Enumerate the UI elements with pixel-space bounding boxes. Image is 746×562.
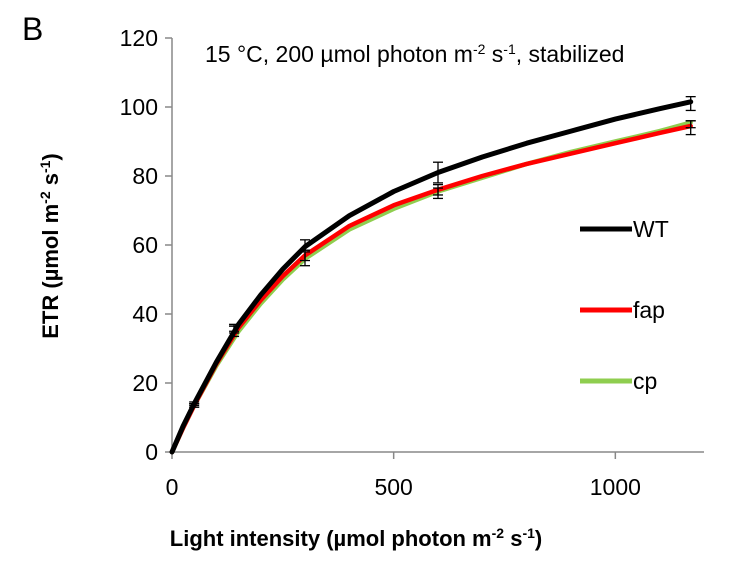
- xlabel-end: ): [535, 526, 542, 551]
- series-line-wt: [169, 99, 694, 455]
- y-axis-label: ETR (µmol m-2 s-1): [37, 153, 63, 339]
- error-bar-wt: [685, 96, 696, 112]
- x-axis-ticks: 0 500 1000: [166, 452, 641, 500]
- xlabel-sup1: -2: [492, 525, 505, 541]
- y-tick-label: 120: [120, 25, 158, 51]
- legend-label-wt: WT: [633, 216, 669, 242]
- error-bar-cp: [229, 325, 240, 338]
- ylabel-sup2: -1: [37, 160, 53, 173]
- ylabel-sup1: -2: [37, 191, 53, 204]
- error-bar-cp: [189, 403, 200, 408]
- title-sup2: -1: [503, 41, 516, 57]
- y-tick-label: 60: [132, 232, 158, 258]
- y-tick-label: 0: [145, 439, 158, 465]
- title-sup1: -2: [473, 41, 486, 57]
- x-tick-label: 1000: [590, 474, 641, 500]
- ylabel-mid: s: [38, 173, 63, 191]
- error-bar-cp: [685, 120, 696, 129]
- ylabel-main: ETR (µmol m: [38, 204, 63, 339]
- y-tick-label: 80: [132, 163, 158, 189]
- legend-label-fap: fap: [633, 297, 665, 323]
- error-bar-cp: [300, 251, 310, 267]
- panel-label: B: [22, 11, 43, 47]
- xlabel-sup2: -1: [522, 525, 535, 541]
- errorbar-layer: [189, 96, 696, 408]
- ylabel-end: ): [38, 153, 63, 160]
- legend-label-cp: cp: [633, 368, 657, 394]
- xlabel-main: Light intensity (µmol photon m: [170, 526, 492, 551]
- series-layer: [169, 99, 694, 455]
- y-tick-label: 40: [132, 301, 158, 327]
- series-line-cp: [169, 120, 693, 455]
- y-tick-label: 20: [132, 370, 158, 396]
- xlabel-mid: s: [504, 526, 522, 551]
- legend: WT fap cp: [580, 216, 669, 394]
- title-end: , stabilized: [516, 41, 625, 67]
- y-tick-label: 100: [120, 94, 158, 120]
- error-bar-wt: [433, 161, 443, 184]
- title-main: 15 °C, 200 µmol photon m: [205, 41, 473, 67]
- x-axis-label: Light intensity (µmol photon m-2 s-1): [170, 525, 542, 551]
- error-bar-cp: [433, 187, 443, 200]
- title-mid: s: [485, 41, 503, 67]
- x-tick-label: 500: [374, 474, 412, 500]
- y-axis-ticks: 0 20 40 60 80 100 120: [120, 25, 172, 465]
- chart-title: 15 °C, 200 µmol photon m-2 s-1, stabiliz…: [205, 41, 624, 67]
- x-tick-label: 0: [166, 474, 179, 500]
